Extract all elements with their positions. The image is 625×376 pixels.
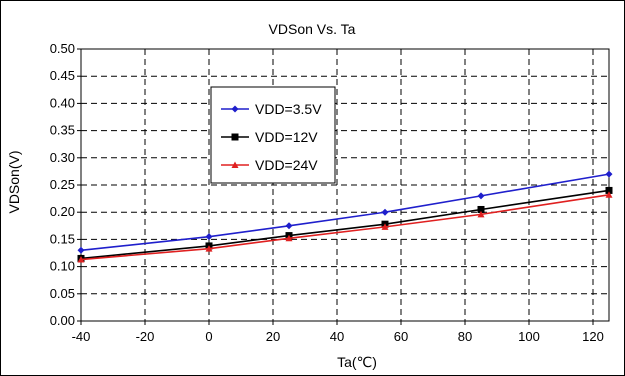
x-tick-label: 60 <box>394 329 408 344</box>
x-tick-label: 40 <box>330 329 344 344</box>
data-point <box>477 192 485 200</box>
legend-marker <box>231 133 239 141</box>
x-tick-label: 120 <box>582 329 604 344</box>
legend-item: VDD=12V <box>221 129 318 145</box>
chart-title: VDSon Vs. Ta <box>269 21 356 37</box>
y-tick-label: 0.05 <box>50 286 75 301</box>
y-tick-label: 0.10 <box>50 259 75 274</box>
data-point <box>477 205 485 213</box>
data-point <box>605 186 613 194</box>
y-axis-title: VDSon(V) <box>6 150 22 213</box>
y-tick-label: 0.15 <box>50 231 75 246</box>
y-tick-label: 0.20 <box>50 204 75 219</box>
y-tick-label: 0.00 <box>50 313 75 328</box>
legend-label: VDD=24V <box>255 157 318 173</box>
legend-label: VDD=3.5V <box>255 101 322 117</box>
x-tick-label: -40 <box>72 329 91 344</box>
legend-marker <box>231 161 239 168</box>
data-point <box>381 208 389 216</box>
y-tick-label: 0.50 <box>50 41 75 56</box>
data-point <box>285 222 293 230</box>
y-tick-label: 0.25 <box>50 177 75 192</box>
data-point <box>77 246 85 254</box>
y-tick-label: 0.45 <box>50 68 75 83</box>
data-point <box>381 223 389 230</box>
x-tick-label: 20 <box>266 329 280 344</box>
legend-item: VDD=3.5V <box>221 101 322 117</box>
y-tick-label: 0.35 <box>50 123 75 138</box>
data-point <box>605 170 613 178</box>
series-line <box>80 194 610 261</box>
y-tick-label: 0.30 <box>50 150 75 165</box>
series-3 <box>77 191 613 263</box>
x-tick-label: -20 <box>136 329 155 344</box>
data-point <box>77 256 85 263</box>
y-tick-label: 0.40 <box>50 95 75 110</box>
x-tick-label: 100 <box>518 329 540 344</box>
data-point <box>205 245 213 252</box>
legend: VDD=3.5V VDD=12V VDD=24V <box>210 86 336 184</box>
x-tick-label: 80 <box>458 329 472 344</box>
x-axis-title: Ta(℃) <box>337 354 377 370</box>
x-tick-label: 0 <box>205 329 212 344</box>
series-line <box>80 173 610 252</box>
plot-area: 0.00 0.05 0.10 0.15 0.20 0.25 0.30 0.35 0.40 0.45… <box>50 41 613 344</box>
legend-item: VDD=24V <box>221 157 318 173</box>
series-1 <box>77 170 613 254</box>
data-point <box>605 191 613 198</box>
legend-marker <box>231 105 239 113</box>
data-point <box>205 233 213 241</box>
legend-label: VDD=12V <box>255 129 318 145</box>
series-line <box>80 189 610 260</box>
data-point <box>285 234 293 242</box>
data-point <box>477 210 485 218</box>
